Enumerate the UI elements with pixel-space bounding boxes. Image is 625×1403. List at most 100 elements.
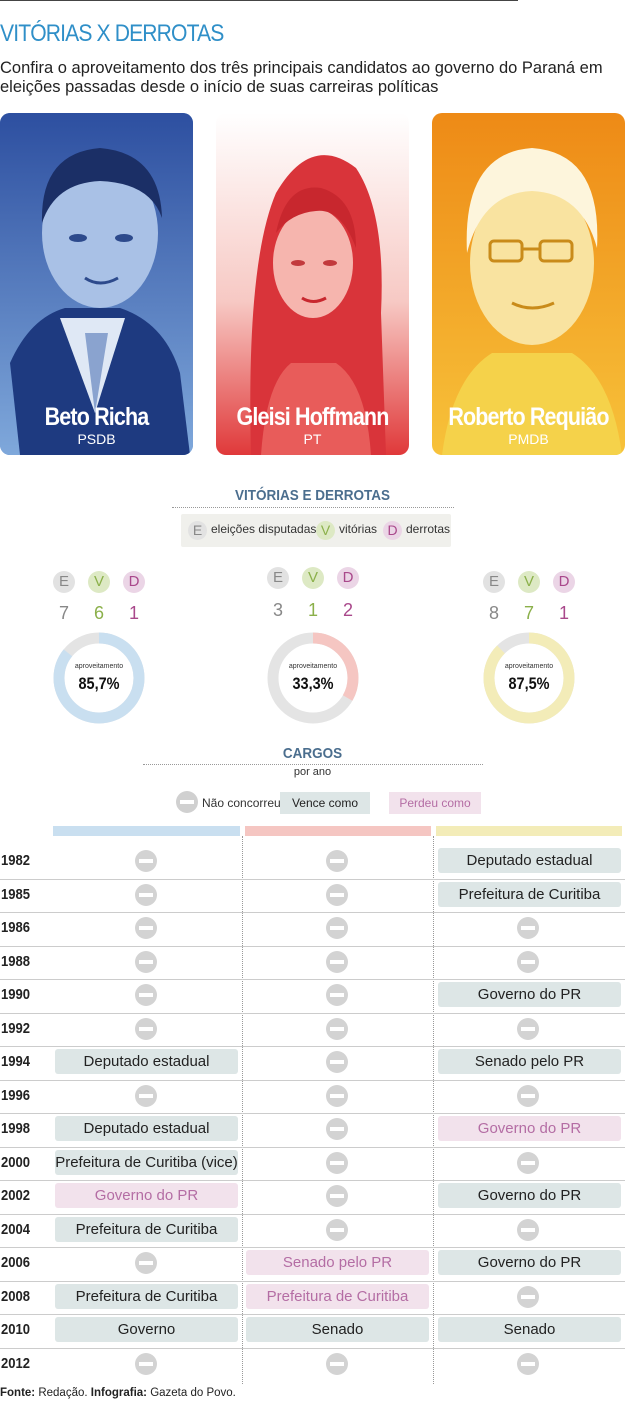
year-label: 2010 xyxy=(1,1322,31,1338)
candidate-card-roberto-requiao: Roberto Requião PMDB xyxy=(432,113,625,455)
not-ran-icon xyxy=(326,917,348,939)
v-count: 6 xyxy=(93,603,104,623)
not-ran-icon xyxy=(517,1017,539,1040)
v-badge: V xyxy=(518,571,540,593)
legend-d-circle: D xyxy=(383,521,402,540)
row-divider xyxy=(0,979,625,980)
year-label: 1992 xyxy=(1,1020,31,1037)
won-office-cell: Deputado estadual xyxy=(55,1116,238,1141)
lost-office-cell: Senado pelo PR xyxy=(246,1250,429,1275)
row-divider xyxy=(0,912,625,913)
won-office-cell: Governo xyxy=(55,1317,238,1342)
d-badge: D xyxy=(123,571,145,593)
page-subtitle: Confira o aproveitamento dos três princi… xyxy=(0,59,603,96)
aproveitamento-donut xyxy=(267,632,359,724)
won-office-cell: Senado pelo PR xyxy=(438,1049,621,1074)
not-ran-icon xyxy=(135,1252,157,1274)
year-label: 2000 xyxy=(1,1154,31,1171)
not-ran-icon xyxy=(326,1051,348,1073)
not-ran-icon xyxy=(135,1084,157,1107)
won-office-cell: Prefeitura de Curitiba xyxy=(55,1283,238,1309)
portrait-beto-richa xyxy=(0,113,193,455)
won-office-cell: Governo do PR xyxy=(438,1250,621,1275)
candidate-card-gleisi-hoffmann: Gleisi Hoffmann PT xyxy=(216,113,409,455)
donut-value-arc xyxy=(483,632,575,724)
candidate-name: Gleisi Hoffmann xyxy=(236,403,390,431)
not-ran-icon xyxy=(326,1352,348,1375)
row-divider xyxy=(0,1113,625,1114)
legend-e-label: eleições disputadas xyxy=(211,522,317,536)
candidate-name: Beto Richa xyxy=(44,403,150,431)
e-badge: E xyxy=(53,571,75,593)
d-count: 1 xyxy=(128,603,139,623)
donut-value-arc xyxy=(53,632,145,724)
lost-office-cell: Prefeitura de Curitiba xyxy=(246,1283,429,1309)
not-ran-icon xyxy=(517,1151,539,1174)
column-divider xyxy=(242,836,243,1384)
infographic-value: Gazeta do Povo. xyxy=(147,1387,236,1399)
year-label: 1998 xyxy=(1,1121,31,1137)
not-ran-icon xyxy=(326,883,348,906)
year-label: 2006 xyxy=(1,1255,31,1271)
results-legend: E eleições disputadas V vitórias D derro… xyxy=(181,514,451,547)
not-ran-icon xyxy=(517,1084,539,1107)
row-divider xyxy=(0,1046,625,1047)
v-badge: V xyxy=(88,571,110,593)
not-ran-icon xyxy=(517,1285,539,1308)
e-count: 3 xyxy=(272,600,283,620)
cargos-section-title: CARGOS xyxy=(282,745,343,762)
not-ran-icon xyxy=(326,950,348,973)
section-divider xyxy=(172,507,454,508)
not-ran-icon xyxy=(326,1084,348,1107)
row-divider xyxy=(0,1280,625,1282)
row-divider xyxy=(0,945,625,947)
candidate-name: Roberto Requião xyxy=(448,403,609,431)
v-count: 7 xyxy=(523,603,534,623)
won-office-cell: Prefeitura de Curitiba (vice) xyxy=(55,1149,238,1175)
won-office-cell: Senado xyxy=(438,1317,621,1342)
not-ran-icon xyxy=(135,917,157,939)
won-office-cell: Senado xyxy=(246,1317,429,1342)
candidate-card-beto-richa: Beto Richa PSDB xyxy=(0,113,193,455)
row-divider xyxy=(0,1146,625,1148)
d-badge: D xyxy=(337,567,359,589)
e-count: 8 xyxy=(488,603,499,623)
aproveitamento-donut xyxy=(483,632,575,724)
candidate-party: PT xyxy=(303,431,322,447)
cargos-subtitle: por ano xyxy=(293,766,332,778)
infographic-label: Infografia: xyxy=(90,1387,147,1399)
not-ran-icon xyxy=(135,950,157,973)
d-count: 1 xyxy=(558,603,569,623)
e-count: 7 xyxy=(58,603,69,623)
not-ran-icon xyxy=(135,984,157,1006)
donut-label: aproveitamento xyxy=(504,663,554,670)
v-badge: V xyxy=(302,567,324,589)
won-office-cell: Prefeitura de Curitiba xyxy=(55,1216,238,1242)
lost-office-cell: Governo do PR xyxy=(55,1183,238,1208)
top-rule xyxy=(0,0,518,1)
row-divider xyxy=(0,1314,625,1315)
not-ran-key-label: Não concorreu xyxy=(202,796,281,810)
not-ran-icon xyxy=(326,984,348,1006)
column-bar-beto-richa xyxy=(53,826,240,836)
column-divider xyxy=(433,836,434,1384)
d-badge: D xyxy=(553,571,575,593)
won-office-cell: Governo do PR xyxy=(438,982,621,1007)
legend-d-label: derrotas xyxy=(406,522,451,536)
donut-value-arc xyxy=(267,632,359,724)
results-section-title: VITÓRIAS E DERROTAS xyxy=(234,487,391,504)
source-line: Fonte: Redação. Infografia: Gazeta do Po… xyxy=(0,1387,236,1399)
not-ran-icon xyxy=(517,917,539,939)
e-badge: E xyxy=(483,571,505,593)
year-label: 2012 xyxy=(1,1355,31,1372)
e-badge: E xyxy=(267,567,289,589)
not-ran-icon xyxy=(326,1185,348,1207)
won-office-cell: Deputado estadual xyxy=(55,1049,238,1074)
year-label: 2002 xyxy=(1,1188,31,1204)
candidate-party: PSDB xyxy=(77,431,116,447)
row-divider xyxy=(0,1247,625,1248)
not-ran-icon xyxy=(135,883,157,906)
row-divider xyxy=(0,1213,625,1215)
not-ran-icon xyxy=(326,1218,348,1241)
source-value: Redação. xyxy=(35,1387,91,1399)
